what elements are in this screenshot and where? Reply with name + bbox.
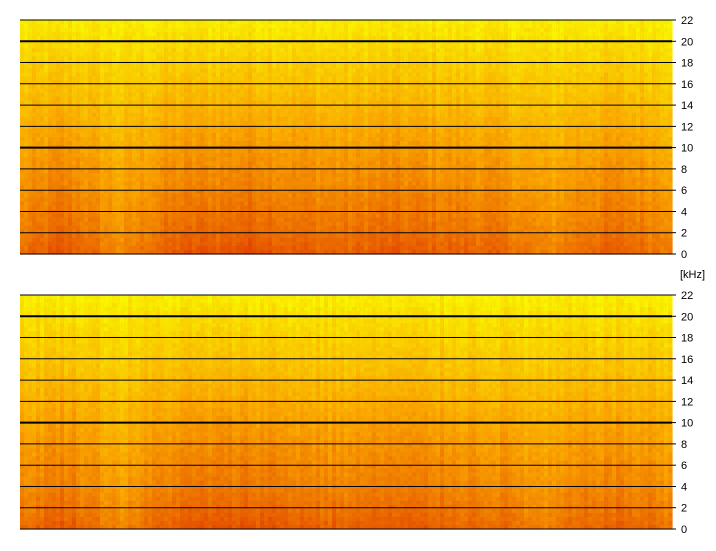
spectrogram-panel-top: 0246810121416182022 xyxy=(20,15,693,261)
